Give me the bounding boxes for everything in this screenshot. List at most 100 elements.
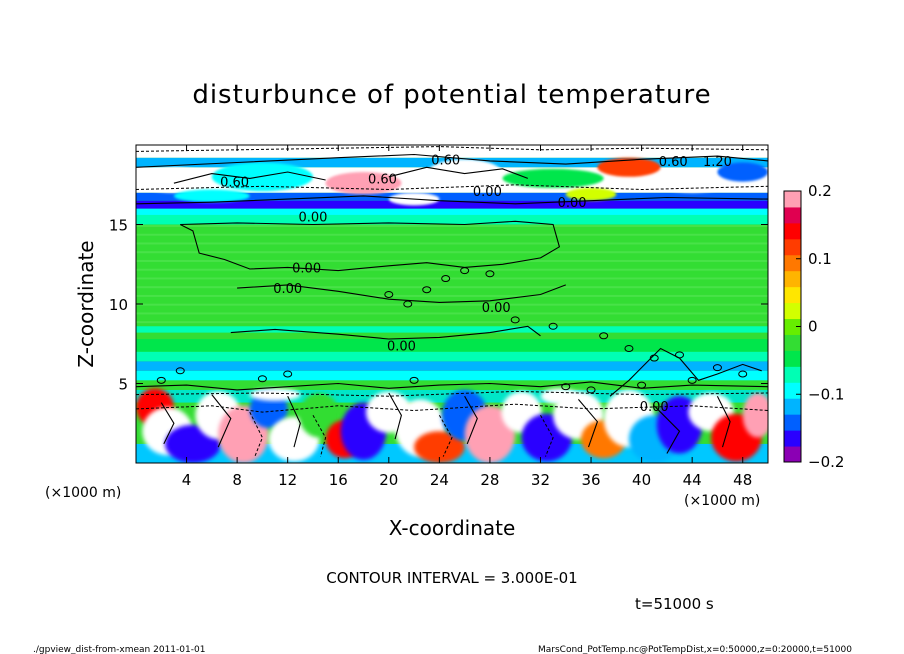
field-blob: [565, 187, 617, 201]
contour-solid: [136, 195, 768, 205]
contour-patch: [712, 364, 722, 372]
colorbar-tick-label: 0.1: [808, 250, 832, 268]
colorbar-segment: [784, 222, 801, 240]
contour-solid: [230, 325, 541, 340]
contour-patch: [175, 367, 185, 375]
contour-patch: [156, 376, 166, 384]
contour-patch: [441, 275, 451, 283]
contour-solid: [211, 394, 232, 448]
contour-solid: [653, 405, 681, 454]
contour-patch: [637, 381, 647, 389]
contour-label: 1.20: [703, 155, 732, 170]
x-tick-label: 32: [531, 471, 550, 489]
field-stripe: [136, 242, 768, 245]
colorbar-segment: [784, 350, 801, 367]
colorbar-ticks: 0.2 0.1 0 −0.1 −0.2: [796, 182, 844, 471]
field-stripe: [136, 286, 768, 289]
field-blob: [173, 189, 250, 203]
contour-dashed: [136, 184, 768, 191]
contour-patch: [409, 376, 419, 384]
colorbar-segment: [784, 238, 801, 256]
x-tick-label: 24: [430, 471, 449, 489]
y-tick-label: 5: [118, 376, 128, 394]
contour-patch: [257, 375, 267, 383]
x-tick-label: 28: [480, 471, 499, 489]
colorbar-segment: [784, 254, 801, 272]
contour-patch: [384, 290, 394, 298]
contour-solid: [173, 171, 326, 184]
contour-solid: [237, 284, 566, 303]
x-tick-label: 44: [683, 471, 702, 489]
x-tick-label: 4: [182, 471, 192, 489]
contour-interval: CONTOUR INTERVAL = 3.000E-01: [326, 569, 577, 587]
contour-patch: [283, 370, 293, 378]
colorbar-segment: [784, 382, 801, 399]
contour-dashed: [540, 415, 554, 457]
field-band: [136, 361, 768, 371]
contour-label: 0.00: [292, 261, 321, 276]
field-blob: [249, 388, 301, 401]
contour-patch: [561, 383, 571, 391]
x-tick-label: 16: [329, 471, 348, 489]
field-blob: [717, 162, 768, 182]
contour-dashed: [136, 403, 768, 413]
footer-right: MarsCond_PotTemp.nc@PotTempDist,x=0:5000…: [538, 645, 852, 654]
x-tick-label: 12: [278, 471, 297, 489]
y-tick-label: 10: [109, 296, 128, 314]
x-axis: 4 8 12 16 20 24 28 32 36 40 44 48: [182, 145, 752, 489]
contour-patch: [586, 386, 596, 394]
contour-label: 0.00: [298, 211, 327, 226]
heatmap-field: [136, 145, 768, 463]
x-unit-left: (×1000 m): [45, 485, 121, 501]
contour-solid: [136, 153, 768, 168]
colorbar-tick-label: 0: [808, 318, 818, 336]
field-blob: [540, 388, 579, 405]
contour-dashed: [136, 390, 768, 397]
contour-patch: [548, 322, 558, 330]
contour-solid: [577, 399, 599, 448]
contour-dashed: [312, 415, 327, 457]
field-band: [136, 208, 768, 215]
contour-patch: [510, 316, 520, 324]
colorbar-segment: [784, 430, 801, 447]
field-stripe: [136, 321, 768, 324]
field-band: [136, 272, 768, 279]
field-blob: [654, 170, 731, 193]
contour-patch: [485, 270, 495, 278]
colorbar-segment: [784, 302, 801, 320]
contour-patch: [687, 376, 697, 384]
field-stripe: [136, 259, 768, 262]
colorbar-segment: [784, 334, 801, 351]
contour-patch: [624, 345, 634, 353]
chart-title: disturbunce of potential temperature: [192, 80, 711, 110]
field-band: [136, 192, 768, 201]
contour-patch: [738, 370, 748, 378]
contour-solid: [716, 395, 731, 448]
contour-solid: [388, 392, 402, 440]
colorbar-segment: [784, 206, 801, 224]
contour-dashed: [438, 415, 453, 457]
field-band: [136, 338, 768, 352]
field-band: [136, 214, 768, 225]
contour-label: 0.00: [640, 400, 669, 415]
field-stripe: [136, 224, 768, 227]
field-stripe: [136, 277, 768, 280]
contour-label: 0.00: [473, 185, 502, 200]
field-band: [136, 370, 768, 381]
contour-label: 0.60: [368, 172, 397, 187]
time-label: t=51000 s: [635, 595, 714, 613]
y-axis: 5 10 15: [109, 217, 768, 394]
field-stripe: [136, 268, 768, 271]
contour-label: 0.00: [482, 301, 511, 316]
x-tick-label: 36: [581, 471, 600, 489]
field-stripe: [136, 233, 768, 236]
field-blob: [464, 405, 516, 463]
field-blob: [136, 167, 212, 193]
colorbar-tick-label: −0.2: [808, 453, 844, 471]
contour-dashed: [249, 411, 263, 457]
contour-patch: [675, 351, 685, 359]
x-axis-title: X-coordinate: [389, 516, 516, 540]
colorbar-segment: [784, 446, 801, 463]
field-band: [136, 326, 768, 333]
